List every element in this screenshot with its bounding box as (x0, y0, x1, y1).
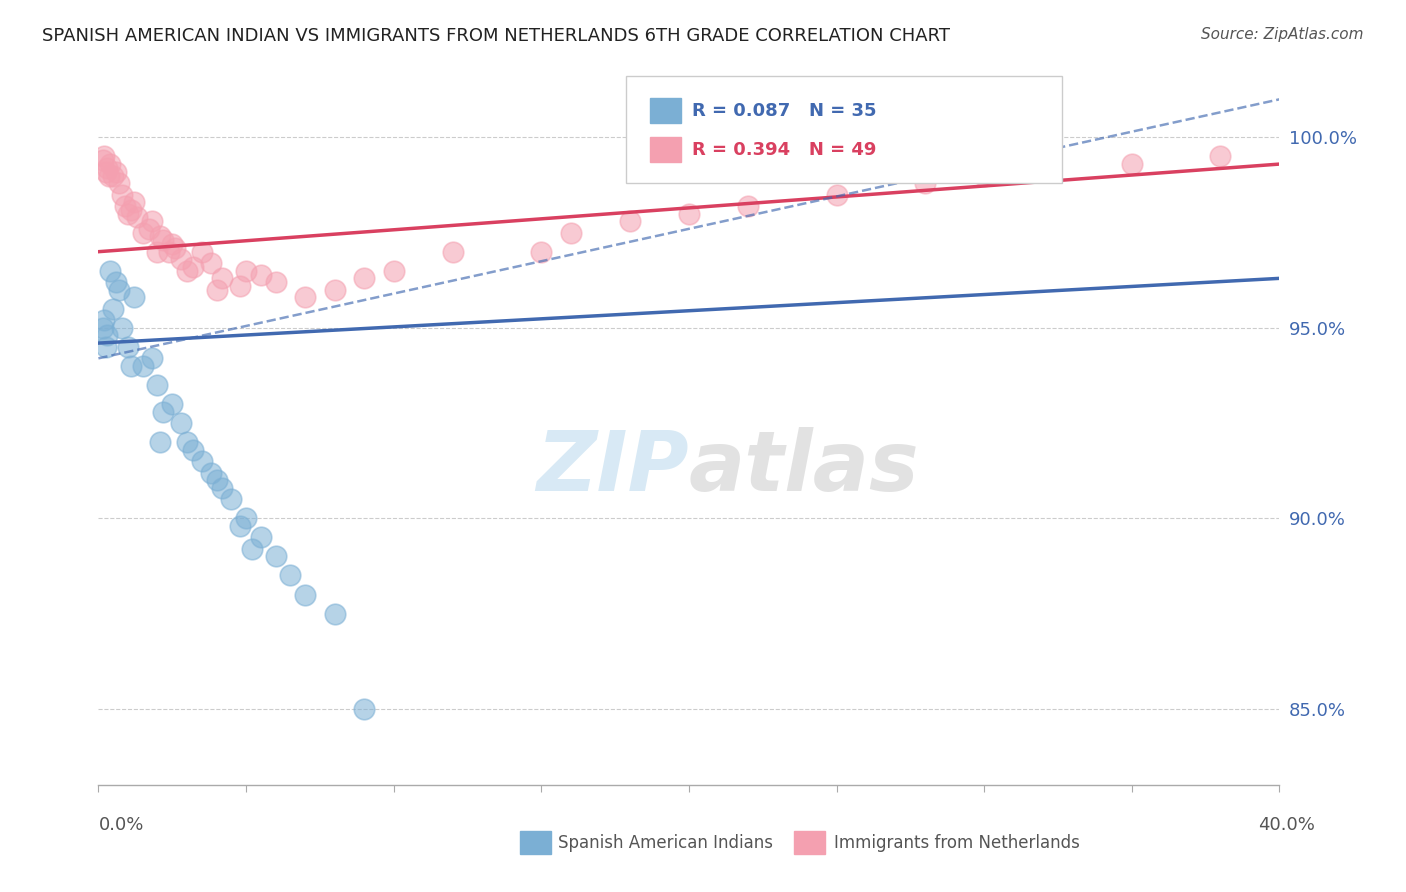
Point (96, 328, 118, 343)
Point (280, 568, 302, 582)
Point (141, 351, 163, 366)
Point (98, 264, 121, 278)
Point (176, 435, 198, 450)
Point (205, 283, 228, 297)
Point (825, 187, 848, 202)
Point (108, 176, 131, 190)
Point (141, 214, 163, 228)
Point (200, 466, 222, 480)
Point (229, 279, 252, 293)
Point (211, 271, 233, 285)
Point (181, 442, 204, 457)
Point (111, 187, 134, 202)
Point (125, 211, 148, 225)
Point (323, 607, 346, 621)
Point (678, 206, 700, 220)
Point (94, 164, 117, 178)
Point (122, 195, 145, 210)
Point (191, 244, 214, 259)
Point (382, 264, 405, 278)
Point (441, 244, 464, 259)
Point (94, 340, 117, 354)
Point (162, 397, 183, 411)
Text: R = 0.087   N = 35: R = 0.087 N = 35 (692, 102, 876, 120)
Point (105, 164, 128, 178)
Point (117, 340, 139, 354)
Point (200, 256, 222, 270)
Point (914, 176, 936, 190)
Text: SPANISH AMERICAN INDIAN VS IMMIGRANTS FROM NETHERLANDS 6TH GRADE CORRELATION CHA: SPANISH AMERICAN INDIAN VS IMMIGRANTS FR… (42, 27, 950, 45)
Point (96, 161, 118, 175)
Point (132, 226, 155, 240)
Point (170, 252, 193, 267)
Point (98, 157, 121, 171)
Text: Spanish American Indians: Spanish American Indians (558, 834, 773, 852)
Point (250, 268, 273, 282)
Point (205, 473, 228, 487)
Point (619, 214, 641, 228)
Point (264, 275, 287, 289)
Point (250, 530, 273, 544)
Point (91, 321, 114, 335)
Point (737, 199, 759, 213)
Point (162, 237, 183, 252)
Point (122, 290, 145, 304)
Point (181, 260, 204, 274)
Point (235, 511, 257, 525)
Point (229, 519, 252, 533)
Point (235, 264, 257, 278)
Point (91, 153, 114, 168)
Point (323, 283, 346, 297)
Point (294, 290, 316, 304)
Point (1209, 149, 1232, 163)
Point (221, 492, 243, 507)
Point (93, 149, 115, 163)
Point (191, 454, 214, 468)
Point (146, 244, 169, 259)
Point (132, 359, 155, 373)
Point (149, 435, 172, 450)
Point (152, 405, 174, 419)
Point (120, 202, 142, 217)
Text: Immigrants from Netherlands: Immigrants from Netherlands (834, 834, 1080, 852)
Point (97, 169, 120, 183)
Text: 40.0%: 40.0% (1258, 816, 1315, 834)
Point (165, 241, 187, 255)
Point (240, 541, 263, 556)
Point (1121, 157, 1143, 171)
Point (294, 587, 316, 601)
Text: R = 0.394   N = 49: R = 0.394 N = 49 (692, 141, 876, 159)
Point (120, 359, 142, 373)
Point (152, 233, 174, 247)
Point (211, 481, 233, 495)
Point (93, 313, 115, 327)
Point (117, 206, 139, 220)
Point (138, 222, 160, 236)
Point (105, 275, 128, 289)
Point (149, 229, 172, 244)
Point (146, 378, 169, 392)
Point (111, 321, 134, 335)
Point (170, 416, 193, 430)
Point (108, 283, 131, 297)
Text: Source: ZipAtlas.com: Source: ZipAtlas.com (1201, 27, 1364, 42)
Point (157, 244, 180, 259)
Point (264, 549, 287, 564)
Point (973, 169, 995, 183)
Point (114, 199, 136, 213)
Point (530, 244, 553, 259)
Point (560, 226, 582, 240)
Point (353, 702, 375, 716)
Point (103, 301, 125, 316)
Point (176, 264, 198, 278)
Point (103, 169, 125, 183)
Text: ZIP: ZIP (536, 427, 689, 508)
Text: 0.0%: 0.0% (98, 816, 143, 834)
Text: atlas: atlas (689, 427, 920, 508)
Point (353, 271, 375, 285)
